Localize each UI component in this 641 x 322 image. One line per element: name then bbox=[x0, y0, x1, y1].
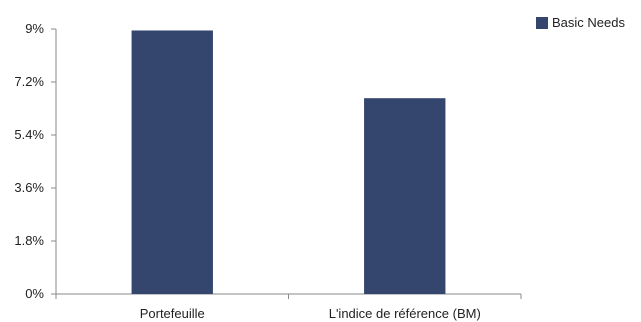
bar bbox=[364, 98, 446, 294]
y-tick-label: 3.6% bbox=[14, 180, 44, 195]
x-tick-label: Portefeuille bbox=[140, 306, 205, 321]
legend: Basic Needs bbox=[536, 15, 625, 30]
legend-label: Basic Needs bbox=[552, 15, 625, 30]
bar bbox=[131, 30, 213, 294]
y-tick-label: 5.4% bbox=[14, 127, 44, 142]
y-tick-label: 0% bbox=[25, 286, 44, 301]
legend-swatch bbox=[536, 16, 548, 29]
bars bbox=[131, 30, 446, 294]
y-tick-label: 7.2% bbox=[14, 74, 44, 89]
axes bbox=[51, 28, 522, 299]
y-tick-label: 1.8% bbox=[14, 233, 44, 248]
tick-labels: 0% 1.8% 3.6% 5.4% 7.2% 9% Portefeuille L'indice… bbox=[14, 21, 480, 321]
y-tick-label: 9% bbox=[25, 21, 44, 36]
x-tick-label: L'indice de référence (BM) bbox=[329, 306, 481, 321]
